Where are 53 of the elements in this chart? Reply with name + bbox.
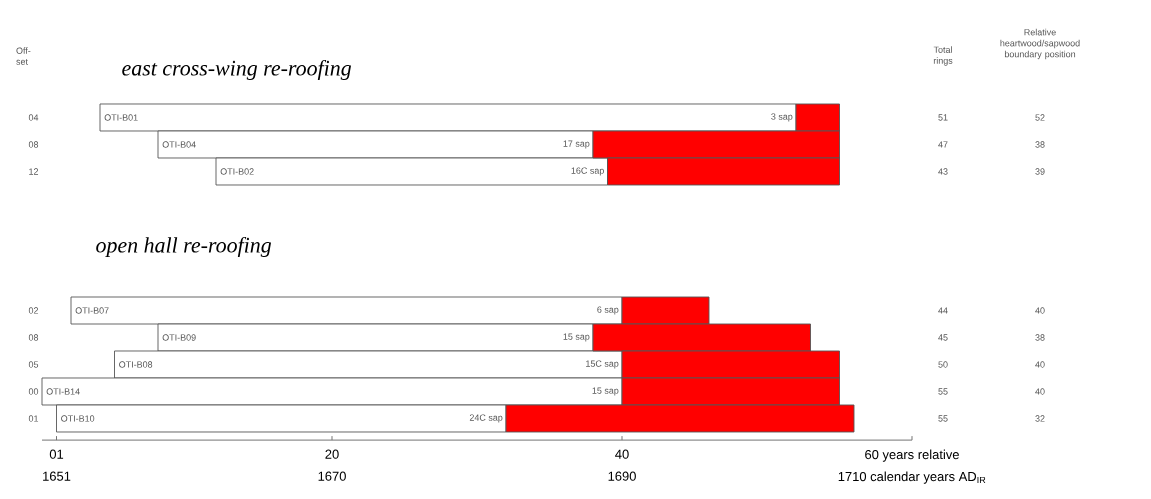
- y-tick-label: 05: [28, 361, 39, 368]
- y-tick-label: 08: [28, 141, 39, 148]
- data-label: 15 sap: [563, 333, 590, 342]
- text: 39: [1035, 168, 1045, 175]
- text: 51: [938, 114, 948, 121]
- data-label: 24C sap: [469, 414, 503, 423]
- x2-tick-label: 1710 calendar years AD$_{IR}$: [838, 471, 986, 484]
- data-label: 15 sap: [592, 387, 619, 396]
- y-tick-label: 01: [28, 415, 39, 422]
- annotation: OTI-B09: [162, 334, 196, 341]
- x2-tick-label: 1670: [318, 471, 346, 481]
- y-tick-label: 00: [28, 388, 39, 395]
- data-label: 15C sap: [586, 360, 619, 369]
- x-tick-label: 60 years relative: [865, 449, 959, 462]
- y-tick-label: 12: [29, 168, 39, 175]
- text: 45: [938, 334, 948, 341]
- x2-tick-label: 1651: [43, 471, 71, 481]
- chart-title: east cross-wing re-roofing: [122, 59, 352, 81]
- text: Relative heartwood/sapwood boundary position: [1000, 28, 1080, 60]
- data-label: 17 sap: [563, 140, 590, 149]
- annotation: OTI-B01: [104, 114, 138, 121]
- text: 40: [1035, 361, 1045, 368]
- x-tick-label: 20: [325, 449, 339, 459]
- data-label: 6 sap: [597, 306, 619, 315]
- x-tick-label: 40: [615, 449, 629, 459]
- text: Total rings: [933, 46, 953, 66]
- data-label: 16C sap: [571, 167, 604, 176]
- y-tick-label: 04: [28, 114, 39, 121]
- text: 32: [1035, 415, 1045, 422]
- y-tick-label: 08: [28, 334, 39, 341]
- text: 40: [1035, 307, 1045, 314]
- data-label: 3 sap: [771, 113, 793, 122]
- text: 44: [938, 307, 948, 314]
- text: 40: [1035, 388, 1045, 395]
- text: 55: [938, 415, 948, 422]
- text: 38: [1035, 334, 1045, 341]
- text: 47: [938, 141, 948, 148]
- annotation: OTI-B04: [162, 141, 196, 148]
- annotation: OTI-B02: [220, 168, 254, 175]
- annotation: OTI-B14: [46, 388, 80, 395]
- annotation: OTI-B08: [119, 361, 153, 368]
- text: 55: [938, 388, 948, 395]
- text: 38: [1035, 141, 1045, 148]
- annotation: OTI-B07: [75, 307, 109, 314]
- text: 52: [1035, 114, 1045, 121]
- x-tick-label: 01: [49, 449, 64, 459]
- y-axis-title: Off-set: [16, 47, 31, 65]
- y-tick-label: 02: [28, 307, 39, 314]
- annotation: OTI-B10: [61, 415, 95, 422]
- chart-title: open hall re-roofing: [96, 236, 272, 258]
- text: 43: [938, 168, 948, 175]
- x2-tick-label: 1690: [608, 471, 636, 481]
- text: 50: [938, 361, 948, 368]
